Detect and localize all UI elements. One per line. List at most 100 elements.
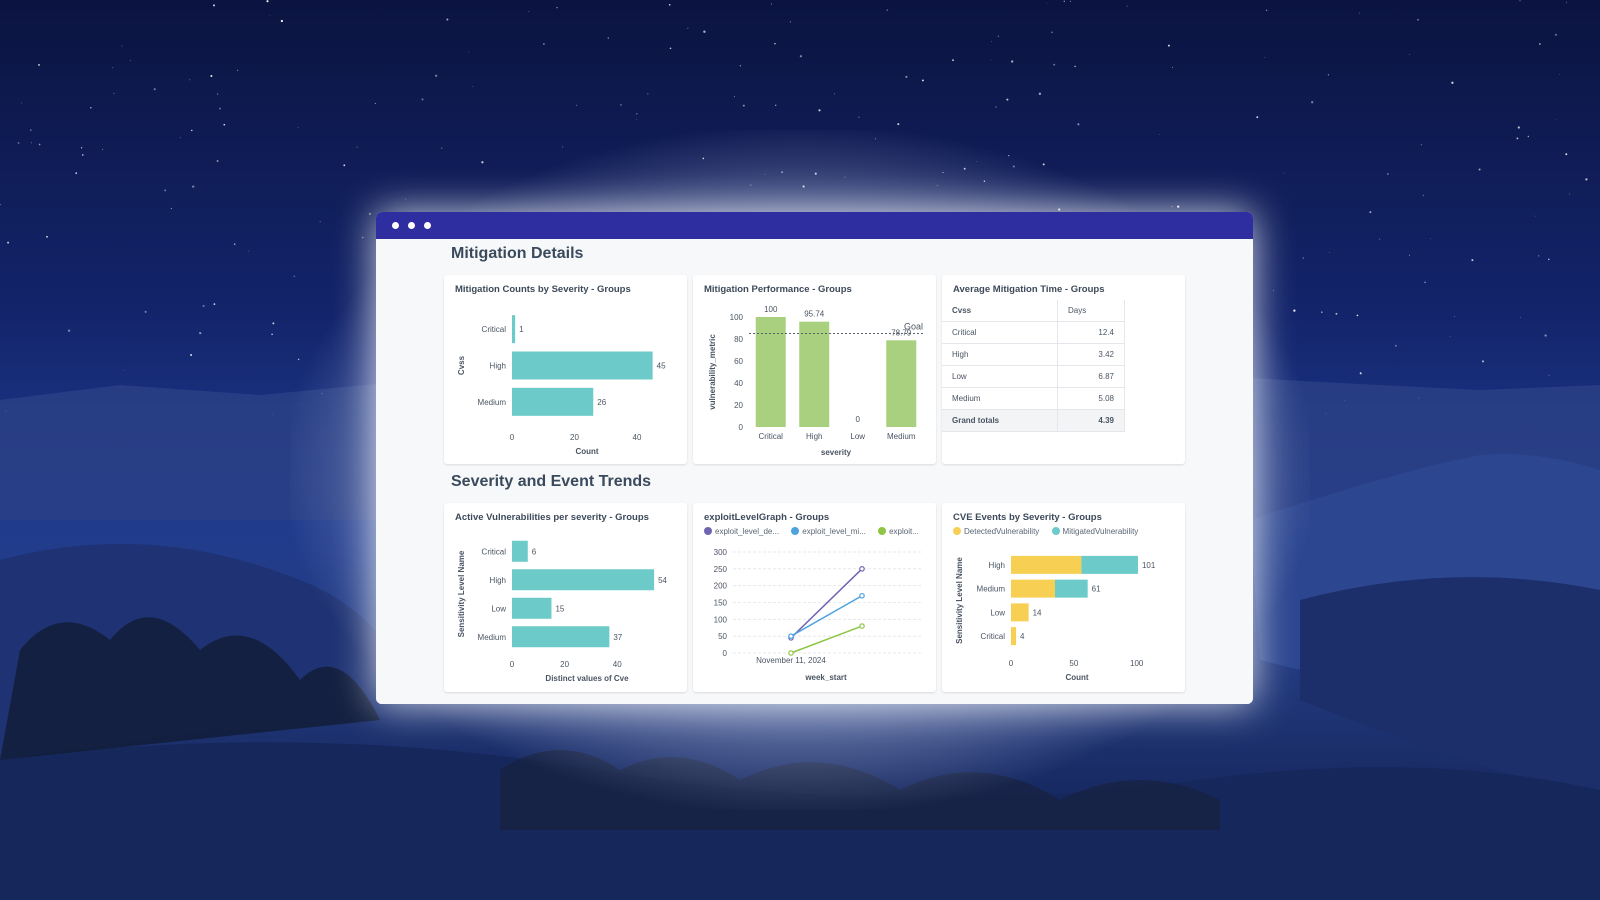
data-point[interactable]	[859, 566, 865, 572]
x-axis-label: Count	[1065, 673, 1088, 682]
star	[556, 7, 558, 9]
star	[1555, 119, 1557, 121]
star	[210, 74, 213, 78]
window-minimize-dot[interactable]	[408, 222, 415, 229]
series-line[interactable]	[790, 595, 863, 637]
bar[interactable]	[886, 340, 917, 427]
row-value: 6.87	[1056, 365, 1126, 388]
series-line[interactable]	[790, 625, 863, 654]
star	[80, 147, 83, 149]
bar-segment[interactable]	[1011, 627, 1017, 646]
star	[1565, 153, 1568, 156]
star	[213, 4, 215, 7]
card-title: exploitLevelGraph - Groups	[704, 512, 830, 523]
window-close-dot[interactable]	[392, 222, 399, 229]
legend-item[interactable]: DetectedVulnerability	[953, 527, 1039, 536]
star	[1482, 360, 1484, 363]
legend-item[interactable]: exploit...	[878, 527, 919, 536]
series-line[interactable]	[790, 568, 863, 639]
legend-swatch	[953, 527, 961, 535]
legend-label: exploit_level_mi...	[802, 527, 866, 536]
star	[921, 79, 924, 82]
legend-item[interactable]: exploit_level_de...	[704, 527, 779, 536]
card-exploit-level-graph[interactable]: exploitLevelGraph - Groups exploit_level…	[693, 503, 936, 692]
star	[1379, 238, 1381, 240]
mitigation-time-table: Cvss Days Critical 12.4 High 3.42 Low 6.…	[942, 300, 1126, 432]
x-tick-label: November 11, 2024	[756, 656, 826, 665]
y-tick-label: 300	[714, 548, 728, 557]
bar[interactable]	[755, 317, 786, 427]
star	[1011, 60, 1014, 63]
bar[interactable]	[512, 597, 552, 619]
dune-far-right	[1300, 577, 1600, 800]
star	[213, 303, 216, 305]
window-maximize-dot[interactable]	[424, 222, 431, 229]
legend-swatch	[704, 527, 712, 535]
bar-segment[interactable]	[1081, 555, 1138, 574]
data-point[interactable]	[859, 592, 865, 599]
star	[1539, 43, 1541, 45]
star	[703, 30, 706, 33]
star	[38, 63, 40, 66]
card-mitigation-counts[interactable]: Mitigation Counts by Severity - Groups 0…	[444, 275, 687, 464]
star	[1053, 63, 1056, 66]
row-label: High	[942, 343, 1058, 366]
legend-label: exploit...	[889, 527, 919, 536]
x-tick-label: Medium	[887, 432, 916, 441]
star	[1395, 345, 1397, 347]
bar-segment[interactable]	[1011, 555, 1082, 574]
star	[1359, 372, 1362, 375]
bar[interactable]	[512, 351, 653, 380]
star	[1519, 0, 1521, 2]
card-average-mitigation-time[interactable]: Average Mitigation Time - Groups Cvss Da…	[942, 275, 1185, 464]
card-cve-events[interactable]: CVE Events by Severity - Groups Detected…	[942, 503, 1185, 692]
star	[742, 104, 745, 107]
star	[739, 65, 742, 67]
chart-mitigation-counts: 0 20 40 Count Cvss Critical 1 High 45 Medium 26	[457, 315, 666, 456]
legend-item[interactable]: MitigatedVulnerability	[1051, 527, 1138, 536]
app-window: Mitigation Details Mitigation Counts by …	[376, 212, 1253, 704]
bar-segment[interactable]	[1011, 579, 1055, 598]
star	[1471, 259, 1474, 262]
row-value: 3.42	[1056, 343, 1126, 366]
bar-segment[interactable]	[1011, 603, 1029, 622]
star	[1046, 2, 1048, 4]
bar[interactable]	[512, 569, 655, 591]
bar-segment[interactable]	[1055, 579, 1088, 598]
card-active-vulnerabilities[interactable]: Active Vulnerabilities per severity - Gr…	[444, 503, 687, 692]
y-tick-label: 100	[730, 313, 744, 322]
category-label: High	[490, 362, 506, 371]
bar[interactable]	[799, 321, 830, 427]
star	[216, 159, 219, 163]
bar[interactable]	[512, 387, 594, 416]
star	[1517, 126, 1520, 129]
card-mitigation-performance[interactable]: Mitigation Performance - Groups 0 20 40 60 8…	[693, 275, 936, 464]
star	[575, 104, 578, 106]
y-axis-label: Cvss	[457, 355, 466, 375]
data-label: 100	[764, 305, 778, 314]
star	[1311, 101, 1314, 104]
data-point[interactable]	[788, 650, 794, 656]
star	[1430, 238, 1431, 240]
star	[153, 88, 156, 91]
star	[102, 148, 104, 150]
legend-item[interactable]: exploit_level_mi...	[791, 527, 866, 536]
bar[interactable]	[512, 540, 528, 562]
star	[1585, 178, 1588, 181]
star	[1387, 173, 1389, 175]
star	[952, 59, 954, 62]
star	[164, 189, 167, 192]
chart-legend: DetectedVulnerability MitigatedVulnerabi…	[953, 527, 1148, 536]
column-header-days[interactable]: Days	[1057, 300, 1126, 322]
star	[130, 59, 132, 61]
column-header-cvss[interactable]: Cvss	[942, 300, 1058, 322]
legend-swatch	[791, 527, 800, 535]
data-point[interactable]	[788, 633, 794, 639]
x-tick-label: 40	[633, 433, 642, 442]
star	[21, 102, 22, 104]
data-label: 61	[1092, 585, 1101, 594]
bar[interactable]	[512, 626, 610, 648]
star	[446, 18, 449, 21]
data-point[interactable]	[859, 623, 865, 629]
bar[interactable]	[512, 315, 516, 344]
